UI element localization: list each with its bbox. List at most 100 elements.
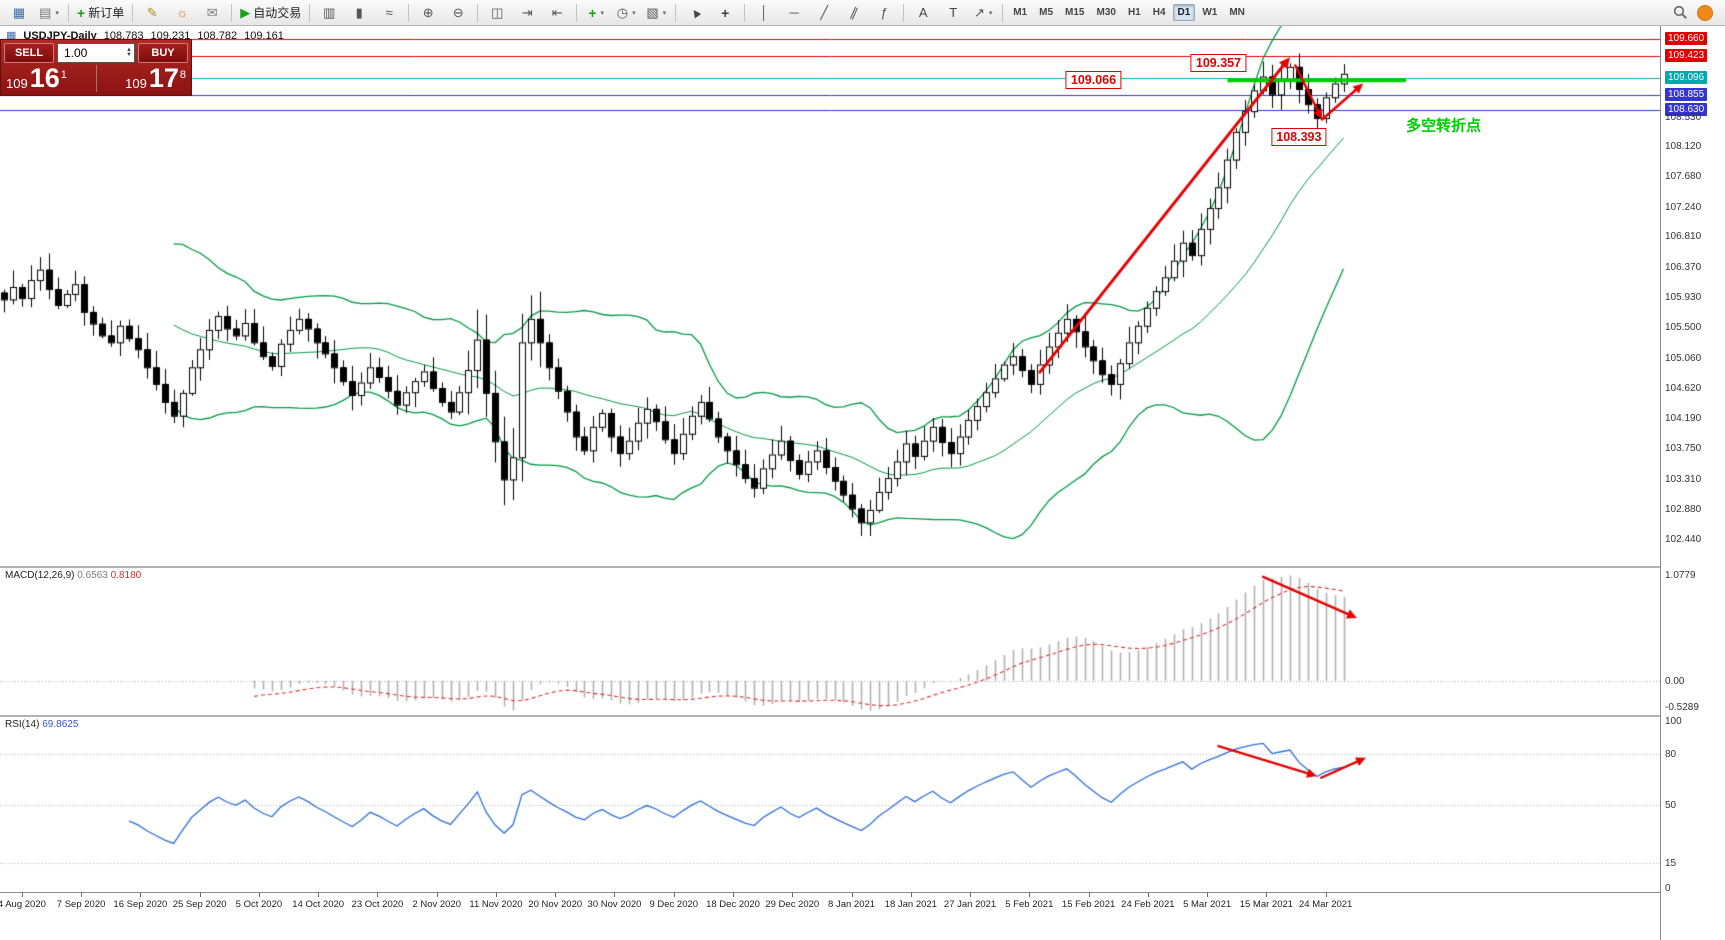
alerts-icon[interactable]: ☼ (176, 5, 189, 20)
fibonacci-icon[interactable]: ƒ (880, 5, 888, 20)
buy-price-button[interactable]: 109 17 8 (125, 63, 186, 93)
pane-splitter[interactable] (0, 715, 1725, 717)
time-axis-tick (1148, 893, 1149, 897)
chart-price-flag: 109.066 (1065, 71, 1122, 90)
time-axis-tick (614, 893, 615, 897)
horizontal-line-icon[interactable]: ─ (789, 5, 799, 20)
periods-icon-dropdown[interactable]: ▾ (632, 9, 636, 17)
price-axis-tag: 108.630 (1665, 103, 1708, 117)
toolbar-separator (744, 3, 746, 22)
time-axis-label: 15 Feb 2021 (1061, 899, 1116, 910)
indicators-icon[interactable]: + ▾ (588, 4, 605, 21)
zoom-out-icon[interactable]: ⊖ (452, 5, 464, 20)
candlestick-chart-icon[interactable]: ▮ (355, 5, 363, 20)
notification-badge[interactable] (1697, 4, 1713, 21)
macd-canvas[interactable] (0, 568, 1661, 715)
timeframe-m5[interactable]: M5 (1039, 7, 1054, 18)
price-axis[interactable]: 109.660 109.423 109.096 108.855 108.630 108.5… (1660, 26, 1725, 940)
time-axis-tick (674, 893, 675, 897)
time-axis[interactable]: 4 Aug 2020 7 Sep 2020 16 Sep 2020 25 Sep 20… (0, 892, 1725, 917)
timeframe-m15[interactable]: M15 (1065, 7, 1085, 18)
time-axis-tick (911, 893, 912, 897)
metaeditor-icon[interactable]: ✎ (146, 5, 158, 20)
macd-axis-label: -0.5289 (1665, 702, 1699, 713)
price-axis-label: 102.440 (1665, 534, 1702, 545)
sell-button[interactable]: SELL (4, 43, 54, 63)
timeframe-h1[interactable]: H1 (1127, 7, 1141, 18)
toolbar-separator (408, 3, 410, 22)
vertical-line-icon[interactable]: │ (760, 5, 769, 20)
time-axis-tick (81, 893, 82, 897)
shapes-icon[interactable]: ↗ ▾ (974, 5, 993, 20)
price-axis-label: 105.060 (1665, 352, 1702, 364)
bar-chart-icon[interactable]: ▥ (323, 5, 336, 20)
crosshair-icon[interactable]: + (721, 4, 730, 21)
autotrading-button[interactable]: ▶ 自动交易 (240, 5, 302, 20)
volume-down-icon[interactable]: ▼ (126, 52, 132, 58)
time-axis-label: 5 Oct 2020 (235, 899, 283, 910)
text-icon[interactable]: A (918, 5, 928, 20)
timeframe-m30[interactable]: M30 (1096, 7, 1116, 18)
price-axis-label: 105.500 (1665, 322, 1702, 334)
shapes-icon-dropdown[interactable]: ▾ (988, 9, 993, 17)
line-chart-icon[interactable]: ≈ (385, 5, 393, 20)
search-icon[interactable] (1673, 5, 1688, 20)
macd-axis-label: 0.00 (1665, 675, 1685, 687)
toolbar-separator (68, 3, 69, 22)
indicators-icon-dropdown[interactable]: ▾ (600, 9, 605, 17)
volume-input[interactable]: 1.00 ▲ ▼ (57, 43, 135, 63)
timeframe-mn[interactable]: MN (1229, 7, 1245, 18)
one-click-trading-panel: SELL 1.00 ▲ ▼ BUY 109 16 1 (0, 39, 192, 96)
trendline-icon[interactable]: ╱ (820, 5, 829, 20)
price-axis-label: 102.880 (1665, 503, 1702, 515)
templates-icon-dropdown[interactable]: ▾ (662, 9, 667, 17)
chart-shift-icon[interactable]: ⇤ (551, 5, 563, 20)
main-toolbar: ▦ ▤ ▾ + 新订单 ✎ ☼ ✉ ▶ 自动交易 ▥ ▮ ≈ ⊕ ⊖ ◫ ⇥ ⇤ + ▾ ◷ ▾ ▧ ▾ ▲ + │ ─ ╱ ∥ ƒ A T ↗ ▾… (0, 0, 1725, 26)
time-axis-label: 25 Sep 2020 (172, 899, 227, 910)
mailbox-icon[interactable]: ✉ (206, 5, 218, 20)
volume-up-icon[interactable]: ▲ (126, 47, 132, 53)
auto-scroll-icon[interactable]: ⇥ (521, 5, 533, 20)
time-axis-tick (792, 893, 793, 897)
new-chart-icon[interactable]: ▦ (12, 5, 26, 20)
price-axis-tag: 108.855 (1665, 87, 1708, 101)
profiles-icon-dropdown[interactable]: ▾ (55, 9, 59, 17)
channel-icon[interactable]: ∥ (848, 4, 861, 21)
tile-windows-icon[interactable]: ◫ (491, 5, 504, 20)
periods-icon[interactable]: ◷ ▾ (616, 5, 636, 20)
time-axis-label: 16 Sep 2020 (113, 899, 168, 910)
timeframe-d1[interactable]: D1 (1172, 4, 1196, 21)
rsi-label: RSI(14) 69.8625 (5, 719, 79, 730)
label-icon[interactable]: T (949, 5, 958, 20)
timeframe-h4[interactable]: H4 (1152, 7, 1166, 18)
new-order-button[interactable]: + 新订单 (77, 4, 125, 21)
price-axis-label: 108.530 (1665, 112, 1702, 124)
time-axis-label: 5 Mar 2021 (1183, 899, 1232, 910)
toolbar-separator (576, 3, 578, 22)
price-axis-label: 105.930 (1665, 292, 1702, 304)
macd-label: MACD(12,26,9) 0.6563 0.8180 (5, 570, 142, 581)
toolbar-separator (231, 3, 233, 22)
price-axis-tag: 109.660 (1665, 32, 1708, 46)
time-axis-tick (259, 893, 260, 897)
profiles-icon[interactable]: ▤ ▾ (39, 5, 59, 20)
timeframe-w1[interactable]: W1 (1202, 7, 1218, 18)
chart-symbol: USDJPY-Daily (23, 29, 97, 42)
sell-price-button[interactable]: 109 16 1 (6, 63, 67, 93)
chart-price-flag: 108.393 (1271, 127, 1327, 146)
time-axis-tick (1266, 893, 1267, 897)
chart-ohlc-header: ▦ USDJPY-Daily 108.783 109.231 108.782 1… (6, 29, 284, 43)
toolbar-separator (309, 3, 311, 22)
time-axis-label: 24 Mar 2021 (1298, 899, 1353, 910)
pane-splitter[interactable] (0, 566, 1725, 568)
templates-icon[interactable]: ▧ ▾ (646, 5, 667, 20)
chart-low: 108.782 (197, 29, 238, 42)
rsi-canvas[interactable] (0, 717, 1661, 892)
price-axis-label: 107.240 (1665, 201, 1702, 213)
rsi-axis-label: 0 (1665, 883, 1671, 894)
main-chart-canvas[interactable] (0, 26, 1661, 566)
zoom-in-icon[interactable]: ⊕ (422, 5, 434, 20)
timeframe-m1[interactable]: M1 (1013, 7, 1028, 18)
buy-button[interactable]: BUY (138, 43, 188, 63)
cursor-icon[interactable]: ▲ (685, 2, 705, 23)
